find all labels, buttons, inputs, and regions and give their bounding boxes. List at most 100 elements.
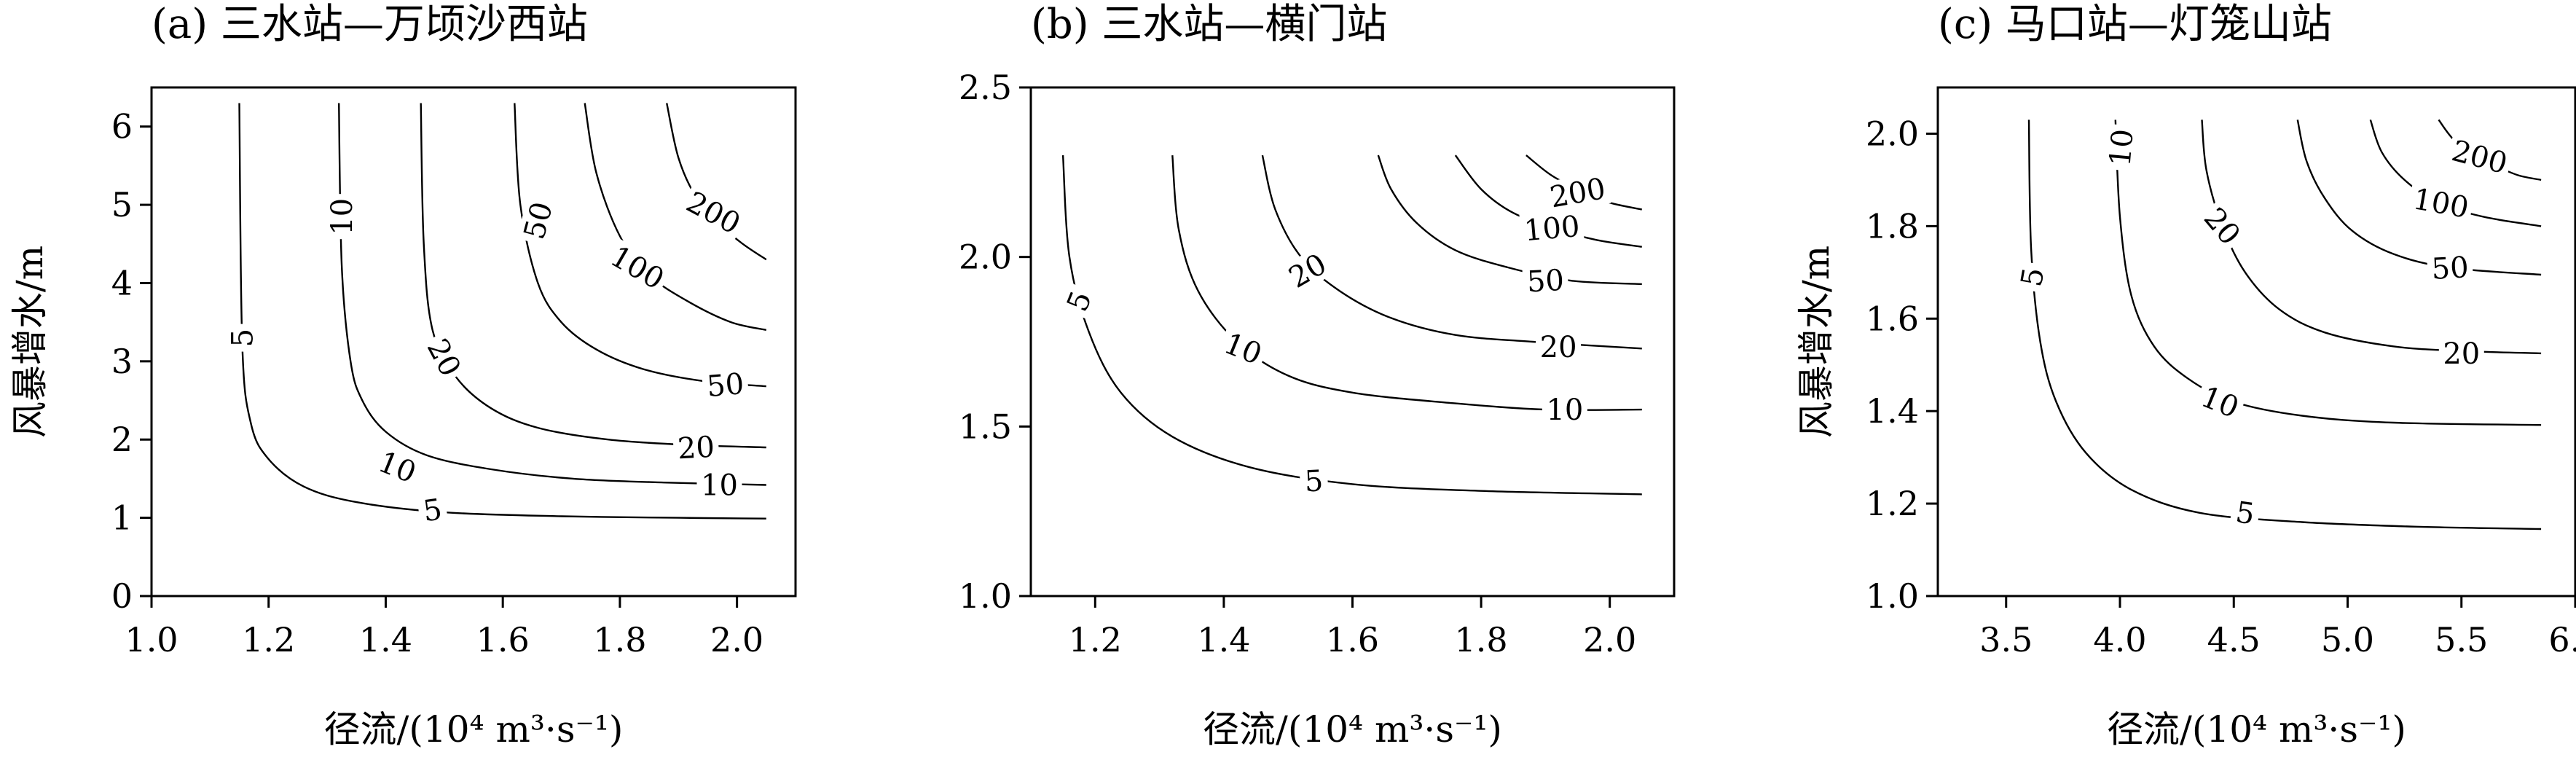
contour-label: 10 — [1542, 393, 1587, 427]
contour-label-bg — [602, 238, 673, 297]
contour-lines — [2027, 119, 2542, 530]
y-axis-label: 风暴增水/m — [1795, 246, 1837, 438]
x-tick-label: 1.4 — [1197, 620, 1250, 659]
contour-line-200 — [666, 103, 767, 261]
x-tick-label: 4.0 — [2093, 620, 2146, 659]
contour-label-bg — [1544, 171, 1611, 214]
x-tick-label: 1.8 — [1455, 620, 1508, 659]
contour-label-bg — [2445, 133, 2515, 181]
contour-label: 100 — [602, 238, 673, 297]
contour-label: 5 — [226, 324, 260, 352]
contour-label: 10 — [696, 469, 742, 503]
x-axis-label: 径流/(10⁴ m³·s⁻¹) — [2107, 708, 2406, 751]
contour-label-bg — [1216, 325, 1271, 372]
contour-label-text: 20 — [677, 431, 715, 466]
contour-line-20 — [420, 103, 766, 449]
contour-label: 50 — [701, 367, 750, 404]
contour-label: 20 — [2195, 198, 2250, 254]
panel-c: (c) 马口站—灯笼山站 3.5 4.0 4.5 5.0 5.5 6.0 1.0 1.2 1.4 1… — [1795, 1, 2576, 751]
contour-label: 20 — [1536, 331, 1582, 364]
contour-label-text: 20 — [1540, 331, 1577, 364]
panel-b: (b) 三水站—横门站 1.2 1.4 1.6 1.8 2.0 1.0 1.5 2.0 2.5 径流… — [959, 1, 1676, 751]
contour-label-bg — [2014, 260, 2051, 294]
contour-label-text: 50 — [1526, 264, 1565, 299]
contour-label: 100 — [1519, 209, 1585, 248]
contour-label-text: 20 — [2443, 337, 2480, 371]
y-tick-label: 2.0 — [959, 238, 1012, 277]
contour-label: 10 — [1216, 325, 1271, 372]
x-tick-label: 2.0 — [710, 620, 763, 659]
contour-label-bg — [2195, 198, 2250, 254]
contour-label-bg — [701, 367, 750, 403]
contour-label: 20 — [419, 329, 469, 385]
contour-label: 200 — [2445, 133, 2515, 181]
contour-line-50 — [1377, 154, 1642, 286]
contour-label: 10 — [326, 194, 359, 240]
y-tick-label: 1.2 — [1866, 484, 1919, 523]
contour-label: 100 — [2407, 181, 2475, 225]
contour-label-text: 50 — [705, 367, 745, 404]
contour-label-text: 20 — [420, 334, 468, 383]
contour-label: 50 — [1522, 263, 1569, 299]
x-tick-label: 6.0 — [2548, 620, 2576, 659]
contour-label: 5 — [416, 492, 449, 528]
contour-label-bg — [326, 194, 358, 240]
contour-line-20 — [1261, 154, 1642, 350]
y-tick-label: 2 — [111, 420, 133, 459]
contour-label-text: 10 — [326, 198, 359, 235]
x-axis-label: 径流/(10⁴ m³·s⁻¹) — [1203, 708, 1502, 751]
contour-label: 20 — [1279, 245, 1335, 296]
contour-label-bg — [1522, 263, 1569, 298]
contour-label-text: 20 — [2197, 202, 2247, 252]
contour-line-5 — [1061, 155, 1642, 495]
contour-label: 5 — [1059, 282, 1099, 321]
x-tick-label: 1.2 — [242, 620, 295, 659]
x-tick-label: 1.4 — [359, 620, 412, 659]
x-tick-label: 1.8 — [593, 620, 646, 659]
contour-label-bg — [678, 184, 749, 242]
y-tick-label: 1.8 — [1866, 206, 1919, 246]
y-tick-label: 0 — [111, 576, 133, 616]
y-tick-label: 3 — [111, 342, 133, 381]
contour-label-bg — [1536, 331, 1582, 363]
contour-line-5 — [2027, 120, 2542, 530]
contour-label-text: 200 — [2449, 134, 2511, 181]
contour-label: 10 — [2102, 123, 2140, 172]
contour-label-bg — [1059, 282, 1099, 321]
contour-label-bg — [2438, 337, 2484, 369]
y-tick-label: 4 — [111, 263, 133, 302]
x-tick-label: 3.5 — [1979, 620, 2033, 659]
y-axis-label: 风暴增水/m — [9, 246, 51, 438]
contour-label-bg — [672, 430, 720, 465]
contour-label-text: 10 — [701, 469, 738, 503]
plot-frame — [150, 86, 797, 598]
contour-label-bg — [2102, 123, 2140, 172]
contour-label: 10 — [2193, 378, 2247, 426]
contour-label-text: 50 — [2431, 251, 2470, 286]
y-tick-label: 1.0 — [1866, 576, 1919, 616]
contour-label-bg — [1279, 245, 1335, 296]
x-tick-label: 1.6 — [476, 620, 530, 659]
contour-label-text: 10 — [1546, 393, 1583, 427]
contour-label-bg — [370, 443, 425, 490]
contour-label-text: 100 — [2411, 182, 2471, 225]
contour-label-bg — [696, 469, 742, 501]
contour-label: 200 — [678, 184, 749, 242]
contour-label-text: 20 — [1284, 248, 1332, 295]
y-tick-label: 2.5 — [959, 68, 1012, 107]
y-tick-label: 1.6 — [1866, 299, 1919, 338]
contour-line-10 — [2114, 120, 2542, 426]
contour-label-text: 5 — [227, 329, 260, 347]
contour-label-text: 100 — [1523, 210, 1581, 248]
x-tick-label: 5.5 — [2435, 620, 2488, 659]
panel-title: (b) 三水站—横门站 — [1031, 1, 1387, 48]
y-tick-label: 6 — [111, 107, 133, 146]
x-tick-label: 1.2 — [1069, 620, 1122, 659]
contour-label: 50 — [2426, 250, 2474, 286]
contour-label: 50 — [517, 194, 559, 247]
contour-label-bg — [416, 492, 449, 528]
contour-lines — [1061, 154, 1643, 495]
contour-label-text: 5 — [1304, 464, 1324, 498]
contour-label-bg — [517, 194, 559, 247]
